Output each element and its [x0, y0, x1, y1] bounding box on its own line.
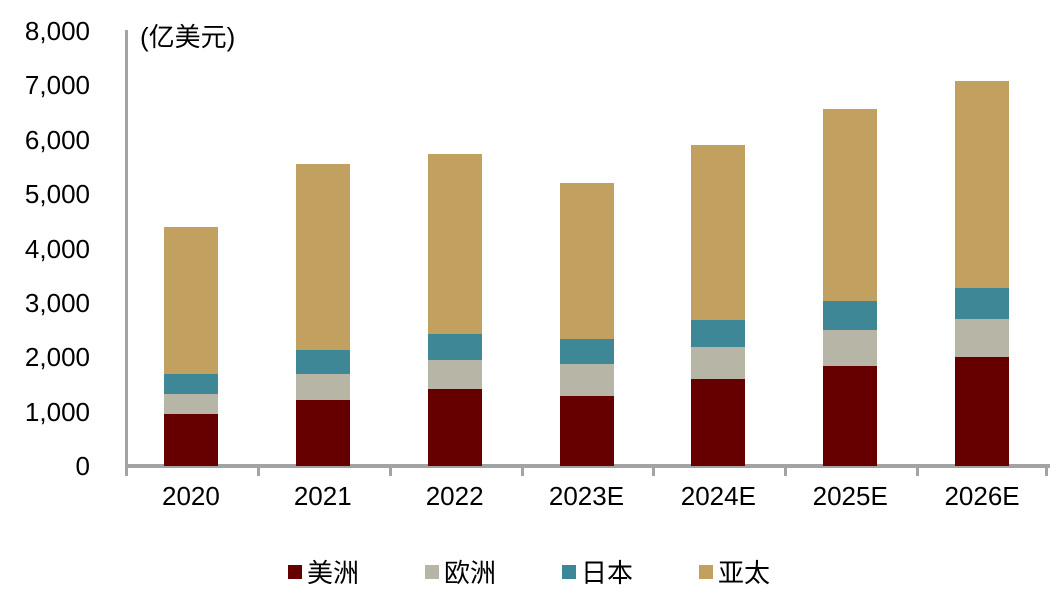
bar-segment	[559, 183, 614, 339]
bar-segment	[691, 320, 746, 348]
legend-item: 美洲	[287, 553, 359, 590]
legend-swatch-icon	[287, 564, 302, 579]
y-axis-tick-label: 4,000	[24, 233, 90, 264]
x-axis-tick-label: 2023E	[548, 481, 625, 511]
bar-segment	[163, 226, 218, 374]
x-axis-tick	[916, 468, 920, 476]
bar-segment	[559, 364, 614, 396]
x-axis-tick	[388, 468, 392, 476]
bar-segment	[295, 373, 350, 400]
legend-swatch-icon	[562, 564, 576, 579]
y-axis-tick-label: 3,000	[24, 287, 90, 318]
legend-swatch-icon	[424, 564, 439, 579]
bar-segment	[955, 357, 1010, 466]
bar-2024E	[691, 144, 746, 466]
bar-segment	[163, 414, 218, 466]
x-axis-line	[125, 464, 1050, 468]
bar-segment	[823, 108, 878, 301]
x-axis-tick	[520, 468, 524, 476]
bar-2021	[295, 163, 350, 466]
bar-segment	[955, 288, 1010, 320]
bar-segment	[163, 373, 218, 394]
y-axis-unit-label: (亿美元)	[140, 22, 236, 52]
legend-label: 亚太	[718, 558, 771, 588]
x-axis-tick	[1045, 468, 1048, 476]
x-axis-tick-label: 2020	[162, 481, 220, 511]
x-axis-tick	[125, 468, 128, 476]
legend-label: 美洲	[306, 558, 359, 588]
x-axis-tick-label: 2024E	[680, 481, 756, 511]
bar-2022	[427, 154, 482, 466]
x-axis-tick-label: 2021	[293, 481, 352, 511]
bar-segment	[295, 399, 350, 466]
y-axis-tick-label: 6,000	[24, 124, 90, 155]
bar-segment	[427, 333, 482, 360]
bar-segment	[823, 330, 878, 366]
bar-segment	[163, 393, 218, 415]
legend-item: 亚太	[699, 553, 770, 590]
legend: 美洲 欧洲 日本 亚太	[0, 553, 1058, 590]
bar-segment	[955, 319, 1010, 358]
bar-2026E	[955, 81, 1010, 466]
bar-segment	[295, 163, 350, 351]
bar-segment	[823, 365, 878, 466]
y-axis-tick-label: 8,000	[24, 16, 90, 46]
x-axis-tick	[256, 468, 260, 476]
x-axis-tick-label: 2022	[425, 481, 484, 511]
x-axis-tick	[784, 468, 788, 476]
legend-label: 日本	[581, 558, 634, 588]
x-axis-tick-label: 2026E	[944, 481, 1020, 511]
y-axis-tick-label: 7,000	[24, 70, 90, 101]
y-axis-tick-label: 0	[75, 451, 90, 481]
bar-segment	[559, 395, 614, 466]
legend-label: 欧洲	[443, 558, 496, 588]
bar-segment	[691, 378, 746, 466]
bar-segment	[691, 347, 746, 379]
bar-segment	[955, 81, 1010, 289]
bar-2020	[163, 226, 218, 466]
y-axis-line	[125, 30, 128, 467]
bar-2025E	[823, 108, 878, 466]
y-axis-tick-label: 2,000	[24, 342, 90, 373]
bar-segment	[427, 154, 482, 334]
bar-segment	[295, 350, 350, 374]
bar-segment	[823, 300, 878, 331]
legend-item: 欧洲	[424, 553, 496, 590]
y-axis-tick-label: 5,000	[24, 179, 90, 210]
bar-segment	[427, 359, 482, 390]
bar-segment	[559, 338, 614, 365]
y-axis-tick-label: 1,000	[24, 396, 90, 427]
legend-swatch-icon	[699, 564, 714, 579]
bar-segment	[691, 144, 746, 321]
bar-2023E	[559, 183, 614, 466]
x-axis-tick-label: 2025E	[812, 481, 888, 511]
bar-segment	[427, 389, 482, 466]
x-axis-tick	[652, 468, 656, 476]
legend-item: 日本	[562, 553, 633, 590]
